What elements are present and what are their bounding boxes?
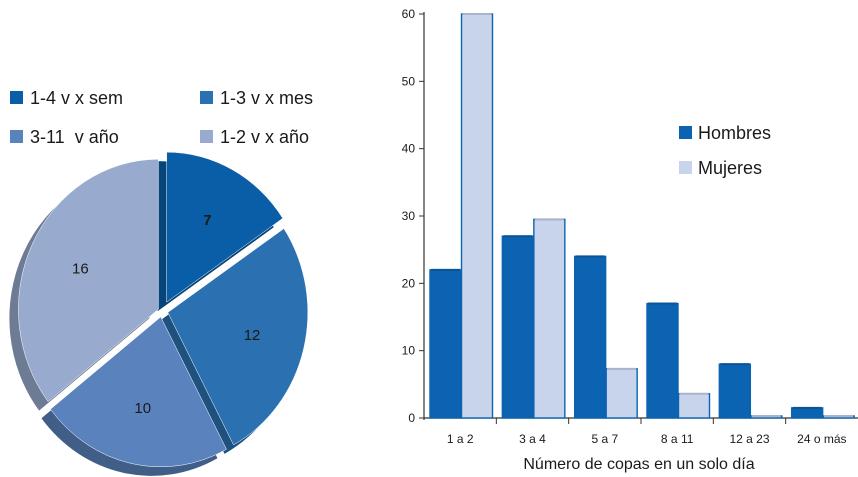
pie-legend-item: 1-2 v x año [200,127,309,147]
bar-top-edge [824,414,854,417]
x-category-label: 1 a 2 [447,432,474,446]
bar-top-edge [503,235,533,238]
legend-label: Mujeres [698,158,762,178]
y-tick-label: 50 [402,74,416,88]
legend-swatch-1-2-v-x-ano [200,130,213,143]
pie-slice-value-label: 16 [72,260,89,277]
x-category-label: 5 a 7 [591,432,618,446]
legend-label: 1-3 v x mes [220,88,313,108]
x-category-label: 24 o más [797,432,846,446]
legend-label: 3-11 v año [30,127,119,147]
bar-chart: 0 10 20 30 40 50 60 1 a 2 3 a 4 5 a 7 8 a 11 12 a … [402,7,858,473]
bar-top-edge [462,13,492,15]
bar-mujeres [605,368,638,419]
legend-label: Hombres [698,123,771,143]
pie-slice [166,151,284,303]
legend-swatch-hombres [679,126,692,139]
pie-slice [167,228,309,446]
legend-swatch-mujeres [679,161,692,174]
bar-mujeres [677,393,711,419]
bar-hombres [501,235,535,419]
y-tick-label: 60 [402,7,416,21]
pie-slice-value-label: 12 [244,327,261,344]
bar-top-edge [575,255,605,258]
pie-legend: 1-4 v x sem 1-3 v x mes 3-11 v año 1-2 v… [10,88,313,147]
pie-legend-item: 3-11 v año [10,127,119,147]
bar-legend-item: Hombres [679,123,771,143]
bar-top-edge [534,218,564,221]
bar-legend: Hombres Mujeres [679,123,771,178]
pie-slice [18,158,159,402]
x-category-label: 3 a 4 [519,432,546,446]
legend-swatch-3-11-v-ano [10,130,23,143]
bar-top-edge [431,268,460,271]
y-axis-ticks: 0 10 20 30 40 50 60 [402,7,424,425]
bar-top-edge [607,367,637,370]
pie-slice [50,316,227,468]
bar-mujeres [533,218,566,419]
bar-top-edge [679,392,709,395]
y-tick-label: 40 [402,142,416,156]
x-category-label: 8 a 11 [661,432,694,446]
y-tick-label: 20 [402,276,416,290]
pie-legend-item: 1-4 v x sem [10,88,123,108]
bar-top-edge [648,302,677,305]
bar-hombres [573,255,607,419]
legend-label: 1-4 v x sem [30,88,123,108]
x-category-label: 12 a 23 [729,432,769,446]
y-tick-label: 0 [408,411,415,425]
bar-series [429,13,855,419]
y-tick-label: 30 [402,209,416,223]
pie-slice-value-label: 7 [203,212,211,229]
x-axis-categories: 1 a 2 3 a 4 5 a 7 8 a 11 12 a 23 24 o más [447,418,847,446]
bar-legend-item: Mujeres [679,158,762,178]
x-axis-title: Número de copas en un solo día [523,456,754,473]
bar-hombres [646,302,679,419]
bar-hombres [429,269,462,419]
bar-top-edge [751,414,781,417]
pie-slice-value-label: 10 [134,400,151,417]
legend-label: 1-2 v x año [220,127,309,147]
bar-hombres [718,363,752,419]
bar-top-edge [720,363,750,366]
pie-legend-item: 1-3 v x mes [200,88,313,108]
legend-swatch-1-4-v-x-sem [10,91,23,104]
y-tick-label: 10 [402,344,416,358]
bar-mujeres [460,13,494,419]
bar-hombres [790,407,824,419]
bar-top-edge [792,406,822,409]
pie-chart: 7 12 10 16 [9,151,309,476]
legend-swatch-1-3-v-x-mes [200,91,213,104]
